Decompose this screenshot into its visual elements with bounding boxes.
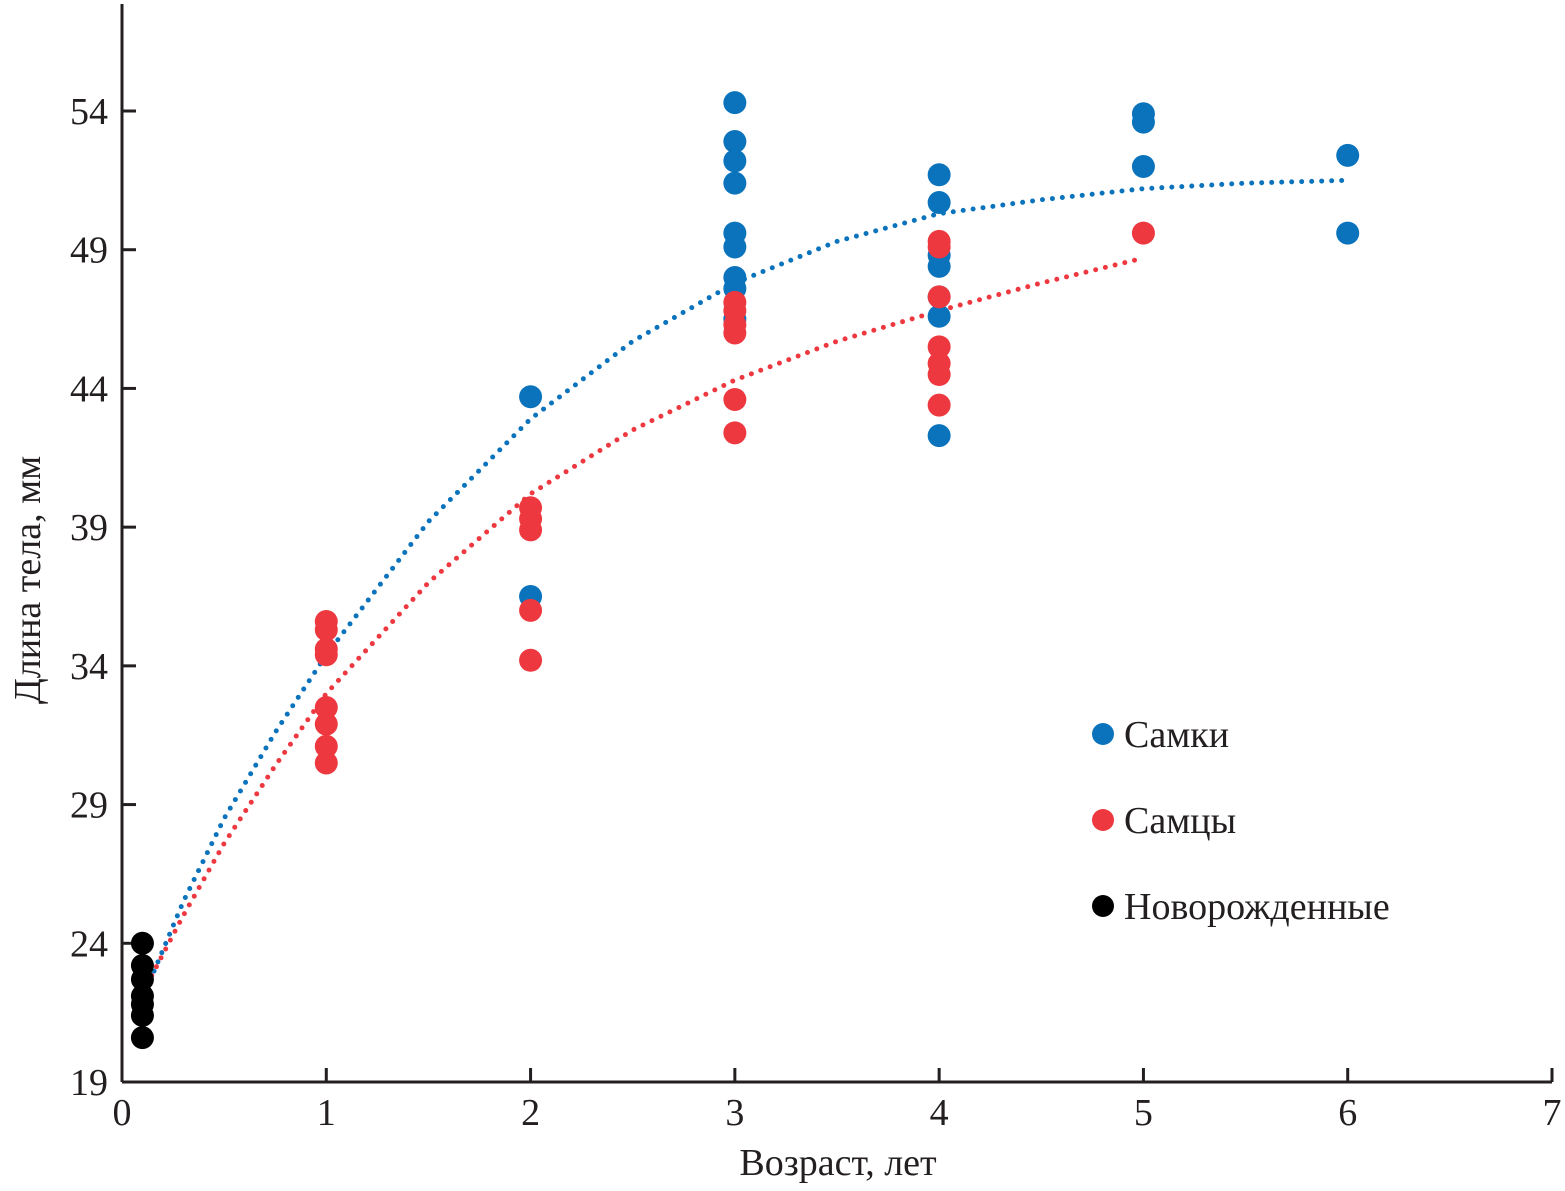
data-point-series-1 (519, 518, 543, 542)
x-tick-label: 5 (1134, 1092, 1153, 1134)
legend-item-newborns: Новорожденные (1092, 886, 1390, 928)
y-tick-label: 29 (70, 785, 108, 827)
legend-marker-males (1092, 809, 1114, 831)
axes (120, 4, 1552, 1084)
x-tick-label: 0 (113, 1092, 132, 1134)
data-point-series-2 (130, 1026, 154, 1050)
data-point-series-0 (927, 163, 951, 187)
data-point-series-0 (1336, 143, 1360, 167)
legend: Самки Самцы Новорожденные (1092, 714, 1390, 928)
data-point-series-1 (314, 618, 338, 642)
data-point-series-0 (723, 235, 747, 259)
trend-line-1 (139, 255, 1146, 996)
x-tick-label: 2 (521, 1092, 540, 1134)
data-point-series-1 (927, 335, 951, 359)
data-point-series-0 (723, 171, 747, 195)
data-point-series-0 (723, 130, 747, 154)
x-tick-label: 3 (725, 1092, 744, 1134)
data-point-series-1 (1131, 221, 1155, 245)
x-tick-label: 1 (317, 1092, 336, 1134)
data-point-series-1 (723, 321, 747, 345)
x-tick-label: 4 (930, 1092, 949, 1134)
legend-label-newborns: Новорожденные (1124, 886, 1390, 928)
data-point-series-0 (723, 149, 747, 173)
y-tick-label: 19 (70, 1062, 108, 1104)
data-point-series-1 (927, 285, 951, 309)
data-point-series-1 (314, 734, 338, 758)
data-point-series-0 (927, 424, 951, 448)
data-point-series-1 (314, 643, 338, 667)
y-axis-label: Длина тела, мм (7, 456, 49, 704)
data-point-series-0 (723, 91, 747, 115)
data-point-series-1 (927, 393, 951, 417)
data-point-series-2 (130, 931, 154, 955)
data-point-series-1 (927, 363, 951, 387)
data-point-series-2 (130, 967, 154, 991)
x-axis-label: Возраст, лет (739, 1142, 937, 1184)
y-tick-label: 39 (70, 507, 108, 549)
legend-item-females: Самки (1092, 714, 1229, 756)
data-point-series-0 (1131, 154, 1155, 178)
legend-label-females: Самки (1124, 714, 1229, 756)
x-tick-label: 6 (1338, 1092, 1357, 1134)
data-point-series-2 (130, 1003, 154, 1027)
data-point-series-0 (927, 254, 951, 278)
data-point-series-1 (314, 751, 338, 775)
y-tick-label: 54 (70, 91, 108, 133)
data-point-series-1 (314, 695, 338, 719)
legend-marker-females (1092, 723, 1114, 745)
x-tick-label: 7 (1543, 1092, 1562, 1134)
y-tick-label: 49 (70, 230, 108, 272)
data-point-series-1 (519, 648, 543, 672)
data-point-series-1 (723, 421, 747, 445)
y-tick-label: 34 (70, 646, 108, 688)
y-tick-label: 44 (70, 368, 108, 410)
data-point-series-1 (314, 712, 338, 736)
legend-marker-newborns (1092, 895, 1114, 917)
data-point-series-0 (1131, 110, 1155, 134)
data-point-series-1 (723, 388, 747, 412)
data-point-series-0 (927, 304, 951, 328)
data-point-series-1 (519, 598, 543, 622)
y-tick-label: 24 (70, 923, 108, 965)
data-point-series-1 (927, 235, 951, 259)
data-point-series-0 (1336, 221, 1360, 245)
legend-label-males: Самцы (1124, 800, 1236, 842)
trend-line-0 (139, 177, 1351, 1002)
data-point-series-0 (519, 385, 543, 409)
legend-item-males: Самцы (1092, 800, 1236, 842)
data-point-series-0 (927, 191, 951, 215)
